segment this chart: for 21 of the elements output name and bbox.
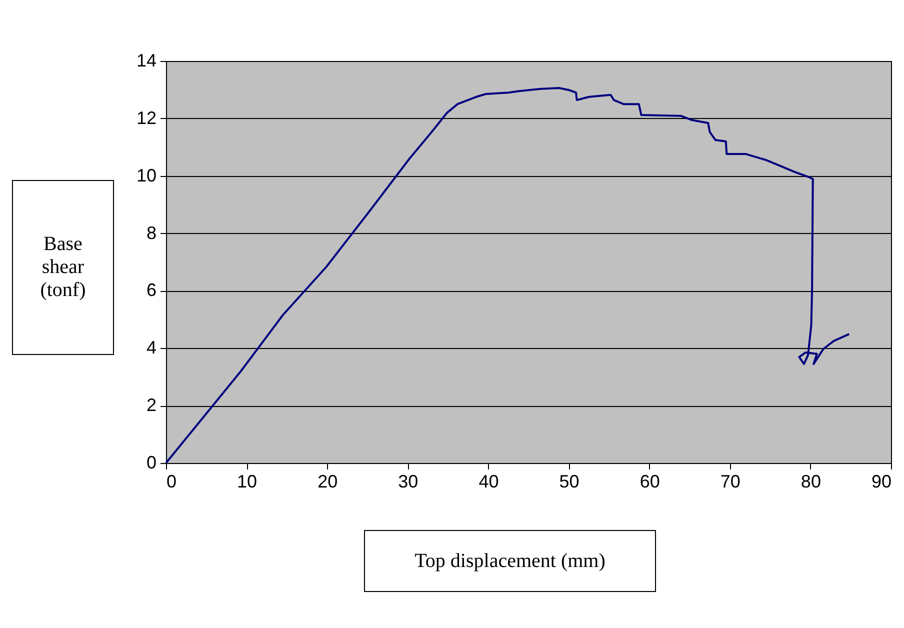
y-tick-label: 8 [146,222,156,243]
x-tick-label: 40 [478,472,499,492]
y-tick-label: 2 [146,395,156,416]
y-tick-label: 4 [146,338,156,358]
y-tick-label: 10 [136,165,156,186]
y-axis-title: Base shear (tonf) [12,180,114,355]
x-tick-label: 50 [559,472,580,492]
x-tick-label: 30 [398,472,418,492]
x-tick-label: 10 [237,472,258,492]
y-tick-label: 14 [136,50,156,70]
x-axis-title: Top displacement (mm) [364,530,656,592]
x-tick-label: 70 [720,472,740,492]
y-tick-label: 12 [136,108,156,128]
x-tick-label: 60 [640,472,660,492]
x-tick-label: 20 [318,472,338,492]
line-series [165,86,850,464]
y-tick-label: 6 [146,280,156,300]
x-tick-label: 0 [166,472,177,492]
x-tick-label: 80 [800,472,821,492]
x-tick-label: 90 [871,472,892,492]
y-tick-label: 0 [146,452,156,472]
